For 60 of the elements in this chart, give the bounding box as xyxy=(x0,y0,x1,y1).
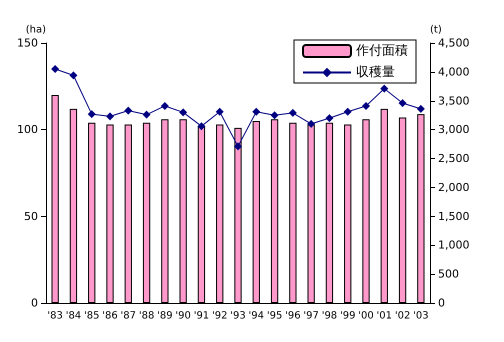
point xyxy=(307,120,316,128)
y-axis-title: (ha) xyxy=(26,24,46,36)
y2-axis-title: (t) xyxy=(430,24,442,36)
point xyxy=(288,108,297,117)
point xyxy=(344,108,352,116)
x-tick-label: '94 xyxy=(248,310,264,322)
y2-tick-label: 4,000 xyxy=(438,65,470,78)
x-tick-label: '85 xyxy=(84,310,100,322)
point xyxy=(325,114,334,122)
point xyxy=(216,108,224,116)
point xyxy=(398,99,407,108)
legend-label: 作付面積 xyxy=(355,44,408,58)
x-tick-label: '84 xyxy=(66,310,82,322)
y2-tick-label: 500 xyxy=(438,268,459,281)
x-tick-label: '96 xyxy=(285,310,301,322)
x-tick-label: '89 xyxy=(157,310,173,322)
x-tick-label: '88 xyxy=(138,310,154,322)
legend-label: 収穫量 xyxy=(356,65,395,80)
x-tick-label: '99 xyxy=(340,310,356,322)
y2-tick-label: 4,500 xyxy=(438,36,470,50)
x-tick-label: '97 xyxy=(303,310,319,322)
y2-tick-label: 2,000 xyxy=(438,180,470,194)
x-tick-label: '90 xyxy=(175,310,191,322)
point xyxy=(252,108,260,116)
y-tick-label: 50 xyxy=(24,210,38,223)
x-tick-label: '91 xyxy=(194,310,210,322)
x-tick-label: '95 xyxy=(266,310,282,322)
point xyxy=(51,65,60,73)
point xyxy=(160,102,169,110)
point xyxy=(362,102,370,110)
x-tick-label: '98 xyxy=(322,310,338,322)
x-tick-label: '92 xyxy=(212,310,228,322)
x-tick-label: '03 xyxy=(413,310,429,322)
x-tick-label: '01 xyxy=(376,310,392,322)
point xyxy=(124,106,132,115)
y2-tick-label: 3,000 xyxy=(438,123,470,136)
point xyxy=(197,122,206,130)
x-tick-label: '86 xyxy=(102,310,118,322)
y-tick-label: 150 xyxy=(17,36,38,50)
point xyxy=(416,104,425,113)
y2-tick-label: 2,500 xyxy=(438,152,470,166)
x-tick-label: '00 xyxy=(358,310,374,322)
point xyxy=(69,71,78,80)
y2-tick-label: 1,000 xyxy=(438,238,470,252)
x-tick-label: '83 xyxy=(47,310,63,322)
y2-tick-label: 0 xyxy=(438,296,445,310)
point xyxy=(179,108,188,116)
x-tick-label: '93 xyxy=(230,310,246,322)
point xyxy=(142,110,151,119)
point xyxy=(380,84,388,93)
y-tick-label: 0 xyxy=(31,296,38,310)
point xyxy=(270,111,279,120)
y-tick-label: 100 xyxy=(17,123,38,136)
y2-tick-label: 1,500 xyxy=(438,210,470,223)
point xyxy=(106,112,114,120)
x-tick-label: '02 xyxy=(394,310,410,322)
point xyxy=(88,110,96,118)
x-tick-label: '87 xyxy=(120,310,136,322)
point xyxy=(234,142,242,150)
y2-tick-label: 3,500 xyxy=(438,94,470,108)
